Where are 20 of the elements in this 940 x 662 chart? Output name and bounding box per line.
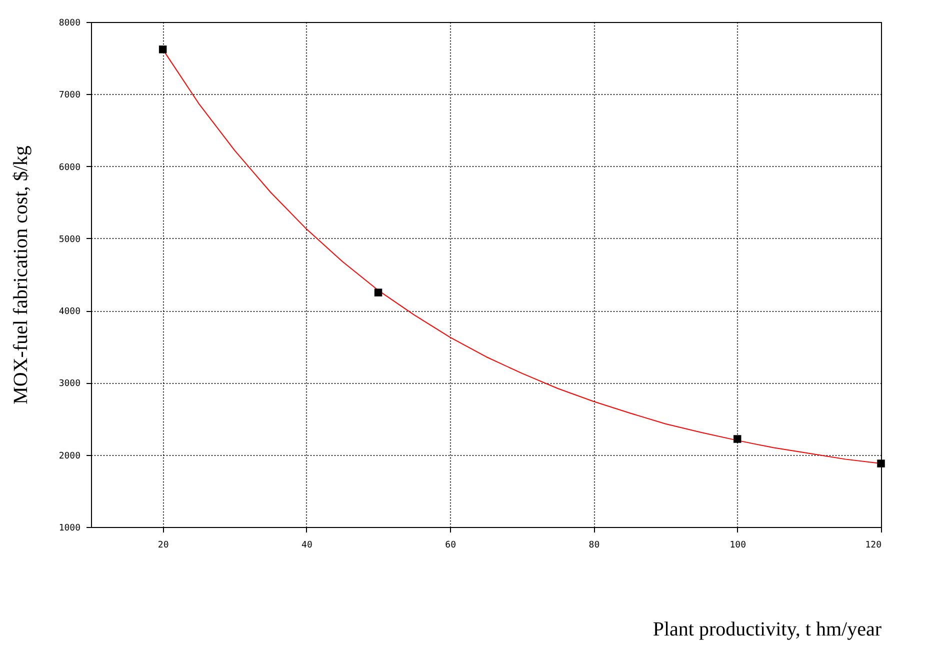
y-tick-label: 7000 (58, 90, 80, 101)
x-tick-label: 20 (158, 540, 169, 550)
y-tick-label: 1000 (58, 524, 80, 534)
y-tick-label: 3000 (58, 379, 80, 390)
x-tick-label: 120 (865, 540, 882, 550)
point (374, 288, 382, 296)
y-axis-title: MOX-fuel fabrication cost, $/kg (10, 146, 32, 404)
x-tick-label: 80 (588, 540, 600, 550)
point (877, 460, 885, 468)
x-axis-title: Plant productivity, t hm/year (652, 618, 882, 640)
x-tick-label: 40 (302, 540, 312, 550)
y-tick-label: 5000 (58, 234, 80, 245)
y-tick-label: 8000 (58, 18, 80, 28)
y-tick-label: 6000 (58, 162, 80, 173)
y-tick-label: 4000 (58, 307, 80, 318)
point (158, 46, 167, 54)
x-tick-label: 60 (445, 540, 456, 550)
y-tick-label: 2000 (58, 451, 80, 462)
point (733, 435, 742, 443)
x-tick-label: 100 (730, 540, 746, 550)
